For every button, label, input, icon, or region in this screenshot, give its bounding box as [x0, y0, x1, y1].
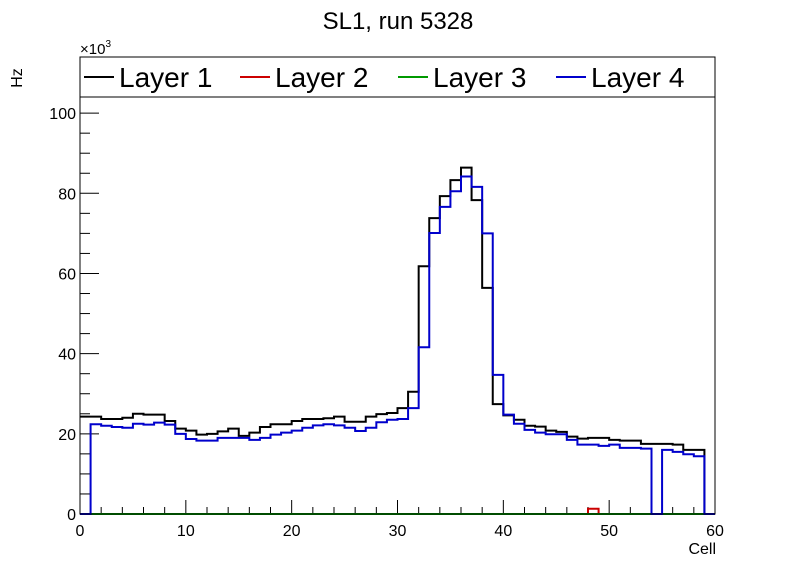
- x-tick-label: 60: [706, 523, 724, 540]
- legend: Layer 1 Layer 2 Layer 3 Layer 4: [79, 56, 716, 98]
- legend-item-layer-3: Layer 3: [398, 62, 526, 93]
- y-tick-label: 60: [58, 266, 76, 283]
- y-axis-label: Hz: [9, 68, 26, 88]
- y-multiplier: ×103: [80, 39, 111, 58]
- legend-box: [79, 56, 716, 98]
- x-tick-label: 40: [494, 523, 512, 540]
- series-line-layer-4: [80, 175, 715, 515]
- legend-item-layer-4: Layer 4: [556, 62, 684, 93]
- y-tick-label: 20: [58, 427, 76, 444]
- axis-ticks: 0 10 20 30 40 50 60 0 20 40 60 80 100: [49, 72, 724, 540]
- legend-label: Layer 1: [119, 62, 212, 93]
- y-tick-label: 100: [49, 106, 76, 123]
- series-line-layer-1: [80, 166, 715, 515]
- x-axis-label: Cell: [688, 541, 716, 558]
- y-multiplier-base: ×10: [80, 41, 105, 58]
- y-tick-label: 80: [58, 186, 76, 203]
- legend-item-layer-1: Layer 1: [84, 62, 212, 93]
- legend-item-layer-2: Layer 2: [240, 62, 368, 93]
- chart-title: SL1, run 5328: [323, 8, 474, 35]
- x-tick-label: 30: [389, 523, 407, 540]
- series-group: [80, 166, 715, 515]
- y-tick-label: 40: [58, 347, 76, 364]
- legend-label: Layer 2: [275, 62, 368, 93]
- legend-label: Layer 4: [591, 62, 684, 93]
- x-tick-label: 20: [283, 523, 301, 540]
- x-tick-label: 10: [177, 523, 195, 540]
- legend-label: Layer 3: [433, 62, 526, 93]
- x-tick-label: 0: [76, 523, 85, 540]
- y-multiplier-exp: 3: [105, 39, 111, 50]
- y-tick-label: 0: [67, 507, 76, 524]
- x-tick-label: 50: [600, 523, 618, 540]
